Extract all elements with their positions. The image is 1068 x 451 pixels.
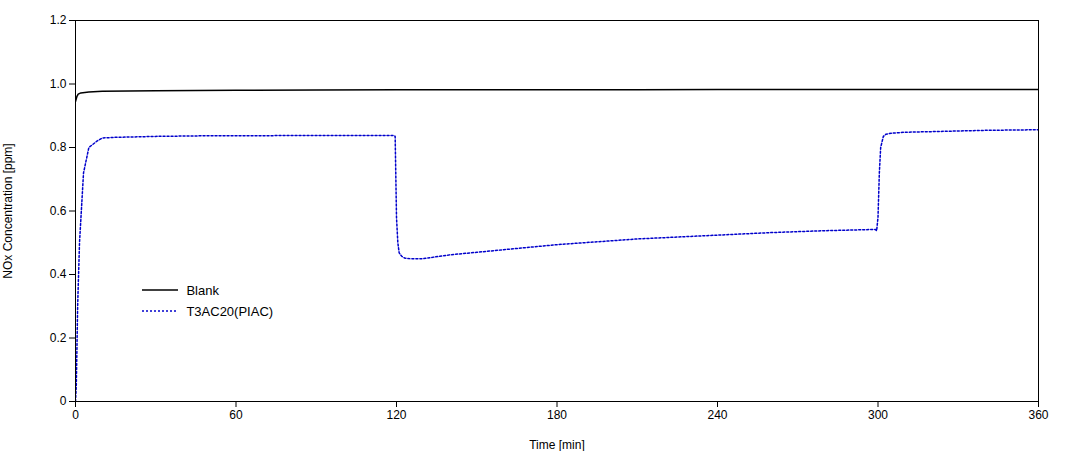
- svg-text:0.8: 0.8: [50, 140, 67, 154]
- svg-text:360: 360: [1028, 408, 1048, 422]
- svg-text:1.2: 1.2: [50, 13, 67, 27]
- svg-text:120: 120: [386, 408, 406, 422]
- svg-text:300: 300: [868, 408, 888, 422]
- svg-text:0.2: 0.2: [50, 331, 67, 345]
- svg-text:NOx Concentration [ppm]: NOx Concentration [ppm]: [1, 143, 15, 278]
- svg-text:0: 0: [60, 394, 67, 408]
- svg-text:1.0: 1.0: [50, 77, 67, 91]
- html-text:Blank: Blank: [186, 282, 219, 298]
- svg-text:0.4: 0.4: [50, 267, 67, 281]
- svg-text:60: 60: [229, 408, 243, 422]
- svg-text:Time [min]: Time [min]: [529, 438, 585, 451]
- html-text:T3AC20(PIAC): T3AC20(PIAC): [186, 303, 274, 319]
- svg-text:0: 0: [72, 408, 79, 422]
- svg-text:0.6: 0.6: [50, 204, 67, 218]
- svg-text:180: 180: [547, 408, 567, 422]
- svg-text:240: 240: [707, 408, 727, 422]
